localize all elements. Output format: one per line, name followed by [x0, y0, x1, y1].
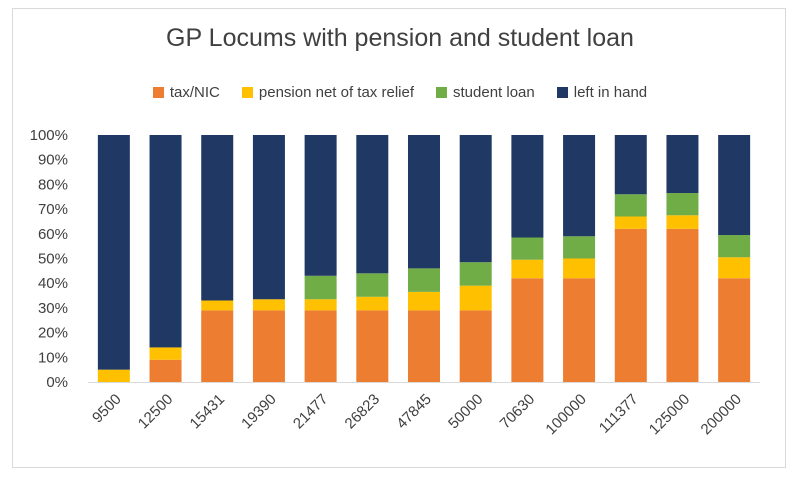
x-tick-label: 19390 — [238, 391, 280, 433]
y-tick-label: 40% — [38, 275, 68, 292]
bar-segment — [459, 262, 492, 286]
bar-segment — [563, 258, 596, 279]
bar-segment — [149, 347, 182, 360]
bar-segment — [614, 135, 647, 195]
legend-swatch — [436, 87, 447, 98]
bar-segment — [356, 296, 389, 311]
bar-segment — [459, 285, 492, 311]
bar-segment — [201, 135, 234, 301]
bar-segment — [201, 310, 234, 382]
y-tick-label: 0% — [46, 374, 68, 391]
legend: tax/NIC pension net of tax relief student … — [0, 84, 800, 101]
chart-title: GP Locums with pension and student loan — [166, 24, 634, 52]
bar-segment — [718, 278, 751, 382]
y-tick-label: 80% — [38, 176, 68, 193]
legend-item-3: left in hand — [556, 84, 648, 101]
y-tick-label: 10% — [38, 349, 68, 366]
bar-segment — [304, 275, 337, 300]
bar-segment — [718, 235, 751, 258]
bar-segment — [304, 310, 337, 382]
legend-swatch — [241, 87, 253, 98]
bar-segment — [614, 194, 647, 217]
x-tick-label: 12500 — [135, 391, 177, 433]
bar-segment — [408, 135, 440, 269]
bar-segment — [201, 300, 234, 311]
bar-segment — [408, 268, 440, 292]
bar-segment — [614, 216, 647, 229]
y-tick-label: 90% — [38, 152, 68, 169]
bar-segment — [666, 215, 699, 229]
x-tick-label: 70630 — [497, 391, 539, 433]
bar-segment — [563, 278, 596, 382]
legend-item-2: student loan — [436, 84, 535, 101]
bar-segment — [666, 228, 699, 382]
bar-segment — [356, 135, 389, 274]
legend-swatch — [152, 87, 164, 98]
legend-label: pension net of tax relief — [258, 84, 414, 101]
legend-item-0: tax/NIC — [152, 84, 220, 101]
bar-segment — [511, 259, 544, 279]
legend-label: student loan — [453, 84, 535, 101]
bar-segment — [563, 135, 596, 237]
bar-segment — [459, 310, 492, 382]
x-tick-label: 125000 — [646, 391, 693, 438]
y-tick-label: 20% — [38, 325, 68, 342]
y-tick-label: 50% — [38, 251, 68, 268]
legend-swatch — [556, 87, 568, 98]
bar-segment — [563, 236, 596, 259]
x-tick-label: 111377 — [596, 391, 642, 437]
y-tick-label: 30% — [38, 300, 68, 317]
legend-label: left in hand — [573, 84, 648, 101]
bar-segment — [666, 193, 699, 216]
bar-segment — [149, 359, 182, 382]
x-tick-label: 26823 — [342, 391, 384, 433]
y-tick-label: 70% — [38, 201, 68, 218]
bar-segment — [718, 257, 751, 279]
x-tick-label: 47845 — [393, 391, 435, 433]
y-tick-label: 100% — [30, 127, 68, 144]
y-tick-label: 60% — [38, 226, 68, 243]
legend-label: tax/NIC — [169, 84, 220, 101]
bar-segment — [304, 135, 337, 276]
bar-segment — [304, 299, 337, 311]
x-tick-label: 21477 — [290, 391, 332, 433]
bar-segment — [408, 310, 440, 382]
bar-segment — [718, 135, 751, 236]
bar-segment — [356, 310, 389, 382]
bar-segment — [666, 135, 699, 194]
bar-segment — [356, 273, 389, 297]
bar-segment — [511, 135, 544, 238]
x-tick-label: 50000 — [445, 391, 487, 433]
bar-segment — [614, 228, 647, 382]
bar-segment — [252, 299, 285, 311]
bar-segment — [511, 278, 544, 382]
bar-segment — [97, 135, 130, 370]
legend-item-1: pension net of tax relief — [241, 84, 414, 101]
chart-frame — [12, 8, 786, 468]
x-tick-label: 200000 — [698, 391, 745, 438]
bar-segment — [408, 291, 440, 311]
bar-segment — [252, 310, 285, 382]
x-tick-label: 100000 — [542, 391, 589, 438]
bar-segment — [252, 135, 285, 300]
bar-segment — [97, 369, 130, 382]
bar-segment — [149, 135, 182, 348]
x-tick-label: 9500 — [89, 391, 125, 427]
bar-segment — [511, 237, 544, 260]
bar-segment — [459, 135, 492, 263]
x-tick-label: 15431 — [187, 391, 229, 433]
